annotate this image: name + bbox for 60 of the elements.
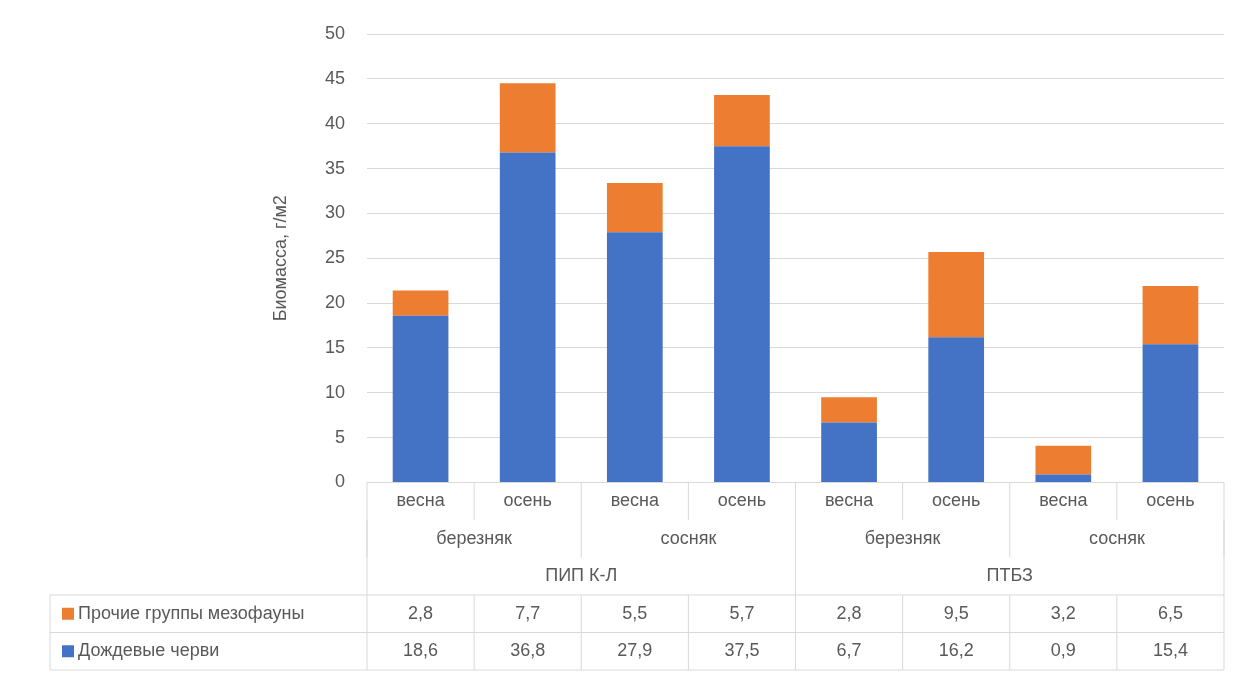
y-tick-label: 40 <box>324 112 345 133</box>
bar <box>606 182 663 233</box>
data-label: 37,5 <box>724 640 760 661</box>
text: сосняк <box>1088 527 1145 548</box>
text: сосняк <box>660 527 717 548</box>
x-tick-label: весна <box>396 490 446 511</box>
y-tick-label: 25 <box>324 247 345 268</box>
x-tick-label: весна <box>1039 490 1089 511</box>
bar <box>499 152 556 482</box>
y-tick-label: 30 <box>324 202 345 223</box>
bar <box>928 337 985 482</box>
bar <box>821 397 877 423</box>
data-label: 9,5 <box>943 602 969 623</box>
data-label: 2,8 <box>836 602 862 623</box>
x-tick-label: осень <box>932 490 981 511</box>
y-tick-label: 5 <box>334 426 345 447</box>
x-tick-label: весна <box>824 490 875 511</box>
data-label: 16,2 <box>938 640 974 661</box>
bar <box>1035 445 1092 475</box>
y-tick-label: 45 <box>324 67 345 88</box>
bar <box>714 146 770 482</box>
data-label: 5,7 <box>729 602 755 623</box>
x-tick-label: осень <box>503 490 552 511</box>
data-label: 2,8 <box>408 602 434 623</box>
data-label: 15,4 <box>1152 640 1188 661</box>
text: березняк <box>436 527 513 548</box>
data-label: 0,9 <box>1050 640 1076 661</box>
bar <box>821 422 877 482</box>
y-tick-label: 10 <box>324 381 345 402</box>
data-label: 27,9 <box>617 640 653 661</box>
bar <box>499 83 556 153</box>
bar <box>1142 286 1199 345</box>
text: ПТБЗ <box>986 565 1033 586</box>
y-tick-label: 15 <box>324 336 345 357</box>
y-tick-label: 35 <box>324 157 345 178</box>
bar <box>928 251 985 338</box>
data-label: 6,5 <box>1157 602 1183 623</box>
data-label: 18,6 <box>403 640 439 661</box>
bar <box>392 290 449 316</box>
x-tick-label: осень <box>1146 490 1195 511</box>
data-label: 7,7 <box>515 602 541 623</box>
bar <box>714 95 770 147</box>
bar <box>1142 344 1199 482</box>
x-tick-label: весна <box>610 490 660 511</box>
y-axis-title: Биомасса, г/м2 <box>269 195 290 322</box>
text: ПИП К-Л <box>545 565 618 586</box>
data-label: 6,7 <box>836 640 862 661</box>
y-tick-label: 0 <box>334 471 345 492</box>
bar <box>392 315 449 482</box>
legend-label: Дождевые черви <box>78 640 220 661</box>
bar <box>606 232 663 482</box>
data-label: 5,5 <box>622 602 648 623</box>
text: березняк <box>864 527 941 548</box>
legend-label: Прочие группы мезофауны <box>78 602 305 623</box>
x-tick-label: осень <box>717 490 767 511</box>
y-tick-label: 50 <box>324 22 345 43</box>
bar <box>1035 474 1092 482</box>
data-label: 3,2 <box>1050 602 1076 623</box>
data-label: 36,8 <box>510 640 546 661</box>
y-tick-label: 20 <box>324 292 345 313</box>
